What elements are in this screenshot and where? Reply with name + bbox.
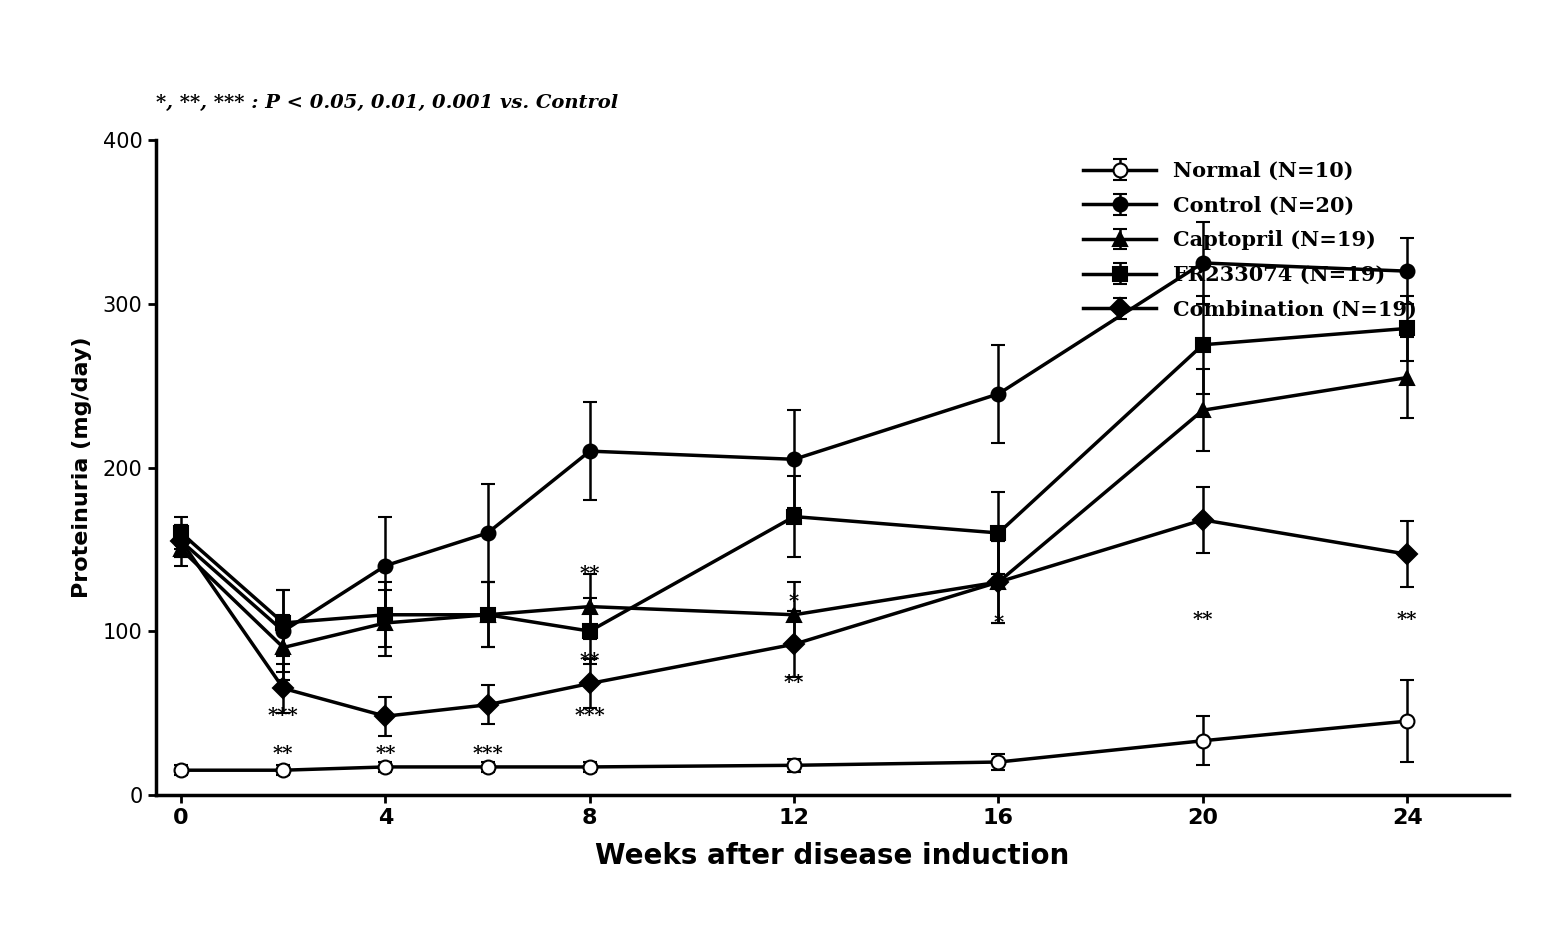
Y-axis label: Proteinuria (mg/day): Proteinuria (mg/day)	[72, 337, 92, 598]
Text: **: **	[784, 674, 804, 693]
X-axis label: Weeks after disease induction: Weeks after disease induction	[596, 842, 1069, 870]
Text: **: **	[579, 565, 601, 583]
Text: **: **	[1192, 611, 1214, 628]
Text: ***: ***	[574, 707, 605, 726]
Text: ***: ***	[473, 745, 503, 763]
Legend: Normal (N=10), Control (N=20), Captopril (N=19), FR233074 (N=19), Combination (N: Normal (N=10), Control (N=20), Captopril…	[1074, 151, 1427, 330]
Text: *: *	[789, 593, 800, 611]
Text: **: **	[375, 745, 395, 763]
Text: **: **	[1397, 611, 1418, 628]
Text: ***: ***	[268, 707, 299, 726]
Text: **: **	[272, 745, 294, 763]
Text: **: **	[579, 652, 601, 669]
Text: *: *	[993, 614, 1004, 632]
Text: *, **, *** : P < 0.05, 0.01, 0.001 vs. Control: *, **, *** : P < 0.05, 0.01, 0.001 vs. C…	[156, 94, 618, 111]
